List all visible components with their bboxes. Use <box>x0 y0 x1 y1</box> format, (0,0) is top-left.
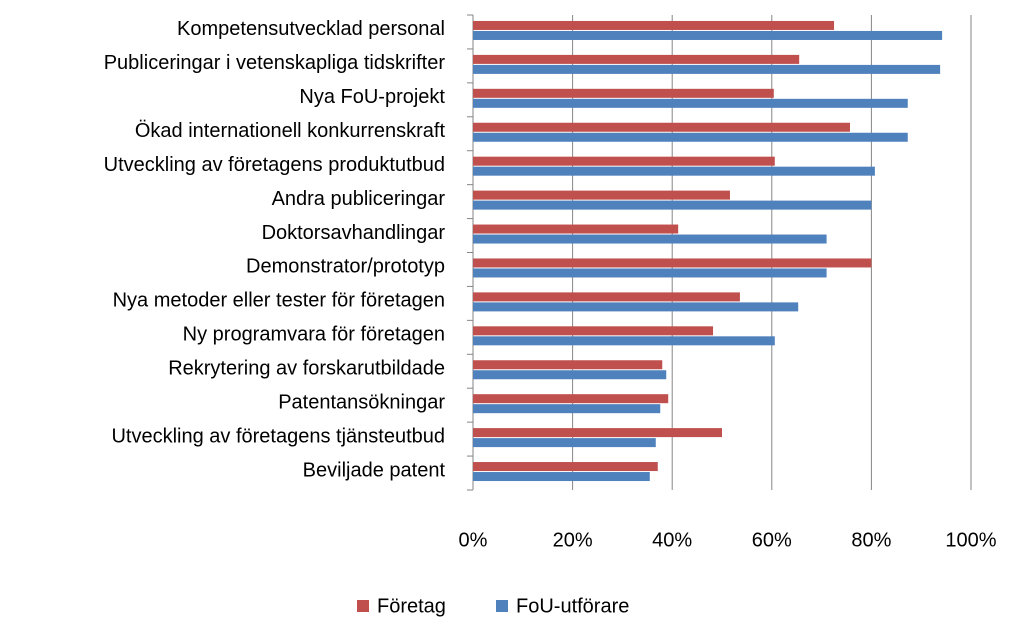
bar <box>473 394 669 404</box>
bar <box>473 156 775 166</box>
bar <box>473 190 730 200</box>
bar <box>473 438 656 448</box>
bar <box>473 404 661 414</box>
bar <box>473 30 943 40</box>
bar <box>473 200 872 210</box>
y-tick-label: Publiceringar i vetenskapliga tidskrifte… <box>104 52 446 74</box>
bar <box>473 54 800 64</box>
bar <box>473 292 740 302</box>
y-tick-label: Nya FoU-projekt <box>299 86 445 108</box>
y-tick-label: Beviljade patent <box>303 459 446 481</box>
bar <box>473 234 827 244</box>
x-tick-label: 0% <box>459 529 488 551</box>
x-tick-label: 100% <box>945 529 996 551</box>
bar <box>473 336 775 346</box>
legend-swatch <box>496 600 508 612</box>
bar <box>473 302 799 312</box>
bar <box>473 370 667 380</box>
bar <box>473 472 650 482</box>
y-tick-label: Utveckling av företagens tjänsteutbud <box>111 425 445 447</box>
y-tick-label: Doktorsavhandlingar <box>262 222 446 244</box>
legend-label: FoU-utförare <box>516 595 629 617</box>
bar <box>473 98 908 108</box>
bar <box>473 166 875 176</box>
bar <box>473 88 774 98</box>
bar <box>473 462 658 472</box>
bar <box>473 64 941 74</box>
y-tick-label: Demonstrator/prototyp <box>246 256 445 278</box>
y-tick-label: Andra publiceringar <box>272 188 446 210</box>
y-tick-label: Rekrytering av forskarutbildade <box>168 358 445 380</box>
x-tick-label: 80% <box>851 529 891 551</box>
y-tick-label: Patentansökningar <box>278 391 445 413</box>
y-tick-label: Utveckling av företagens produktutbud <box>104 154 445 176</box>
bar <box>473 360 663 370</box>
x-tick-label: 40% <box>652 529 692 551</box>
bar <box>473 428 722 438</box>
bar <box>473 122 850 132</box>
bar <box>473 224 679 234</box>
bar <box>473 258 872 268</box>
legend-label: Företag <box>377 595 446 617</box>
y-tick-label: Ökad internationell konkurrenskraft <box>135 120 446 142</box>
bar <box>473 268 827 278</box>
bar <box>473 132 908 142</box>
bar <box>473 326 714 336</box>
y-tick-label: Ny programvara för företagen <box>183 324 445 346</box>
x-tick-label: 60% <box>752 529 792 551</box>
y-tick-label: Nya metoder eller tester för företagen <box>113 290 445 312</box>
x-tick-label: 20% <box>553 529 593 551</box>
legend-swatch <box>357 600 369 612</box>
bar <box>473 20 835 30</box>
y-tick-label: Kompetensutvecklad personal <box>177 18 445 40</box>
